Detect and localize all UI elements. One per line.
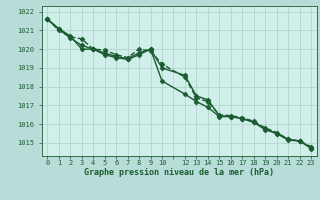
X-axis label: Graphe pression niveau de la mer (hPa): Graphe pression niveau de la mer (hPa): [84, 168, 274, 177]
